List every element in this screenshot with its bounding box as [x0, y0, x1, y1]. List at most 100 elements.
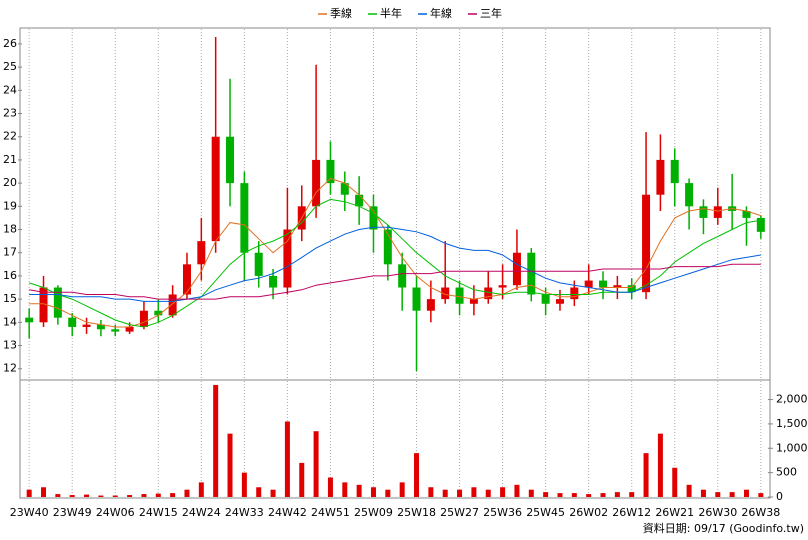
- volume-bar: [155, 493, 161, 497]
- volume-bar: [442, 489, 448, 497]
- y-tick-label: 12: [3, 362, 17, 375]
- y-tick-label: 0: [776, 490, 783, 503]
- y-tick-label: 14: [3, 315, 17, 328]
- candle-body: [254, 252, 263, 276]
- y-tick-label: 21: [3, 153, 17, 166]
- ma-line: [29, 226, 761, 302]
- volume-bar: [528, 489, 534, 497]
- volume-bar: [55, 494, 61, 497]
- y-tick-label: 500: [776, 466, 797, 479]
- volume-bar: [471, 487, 477, 497]
- volume-bar: [198, 482, 204, 497]
- y-tick-label: 23: [3, 107, 17, 120]
- volume-bar: [170, 493, 176, 497]
- x-tick-label: 24W42: [268, 506, 307, 519]
- volume-bar: [184, 489, 190, 497]
- y-tick-label: 2,000: [776, 393, 808, 406]
- y-tick-label: 25: [3, 60, 17, 73]
- y-tick-label: 19: [3, 199, 17, 212]
- candle-body: [340, 183, 349, 195]
- candle-body: [498, 285, 507, 288]
- volume-bar: [213, 384, 219, 497]
- ma-line: [29, 263, 761, 300]
- volume-bar: [313, 431, 319, 497]
- volume-bar: [500, 487, 506, 497]
- y-tick-label: 13: [3, 339, 17, 352]
- candle-body: [154, 310, 163, 316]
- volume-bar: [299, 462, 305, 497]
- candle-body: [240, 183, 249, 253]
- candle-body: [541, 294, 550, 304]
- x-tick-label: 24W06: [96, 506, 135, 519]
- candle-body: [570, 287, 579, 300]
- volume-bar: [629, 492, 635, 497]
- x-tick-label: 26W12: [612, 506, 651, 519]
- candle-body: [412, 287, 421, 311]
- candle-body: [139, 310, 148, 327]
- candle-body: [469, 299, 478, 304]
- candle-body: [627, 285, 636, 293]
- x-tick-label: 24W51: [311, 506, 350, 519]
- volume-bar: [614, 492, 620, 497]
- x-tick-label: 25W27: [440, 506, 479, 519]
- volume-bar: [743, 489, 749, 497]
- candle-body: [656, 159, 665, 195]
- candle-body: [283, 229, 292, 288]
- volume-bar: [342, 482, 348, 497]
- legend-label: 三年: [480, 6, 502, 20]
- volume-bar: [715, 492, 721, 497]
- legend-label: 年線: [430, 6, 452, 20]
- volume-bar: [514, 484, 520, 497]
- volume-bar: [98, 495, 104, 497]
- volume-bar: [428, 487, 434, 497]
- volume-bar: [127, 495, 133, 497]
- volume-bar: [141, 494, 147, 497]
- candle-body: [713, 206, 722, 218]
- x-tick-label: 23W49: [53, 506, 92, 519]
- candle-body: [111, 329, 120, 332]
- candle-body: [685, 183, 694, 207]
- footer: 資料日期: 09/17 (Goodinfo.tw): [643, 521, 804, 535]
- candle-body: [398, 264, 407, 288]
- candle-body: [642, 194, 651, 293]
- volume-bar: [356, 484, 362, 497]
- candle-body: [484, 287, 493, 300]
- volume-bar: [112, 495, 118, 497]
- candle-body: [68, 317, 77, 327]
- x-tick-label: 24W15: [139, 506, 178, 519]
- candle-body: [455, 287, 464, 304]
- candle-body: [756, 217, 765, 232]
- candle-body: [426, 299, 435, 311]
- volume-bar: [758, 493, 764, 497]
- candle-body: [699, 206, 708, 218]
- legend-label: 季線: [330, 6, 352, 20]
- x-tick-label: 24W24: [182, 506, 221, 519]
- x-tick-label: 26W02: [569, 506, 608, 519]
- volume-bar: [414, 453, 420, 497]
- candle-body: [53, 287, 62, 318]
- candle-body: [555, 299, 564, 304]
- x-tick-label: 25W36: [483, 506, 522, 519]
- volume-bar: [227, 433, 233, 497]
- candle-body: [613, 285, 622, 288]
- candle-body: [197, 241, 206, 265]
- x-tick-label: 23W40: [10, 506, 49, 519]
- volume-bar: [485, 489, 491, 497]
- volume-bar: [643, 453, 649, 497]
- candle-body: [441, 287, 450, 300]
- volume-bar: [571, 493, 577, 497]
- volume-bar: [284, 421, 290, 497]
- y-tick-label: 24: [3, 83, 17, 96]
- candle-body: [269, 275, 278, 288]
- x-tick-label: 26W30: [698, 506, 737, 519]
- volume-bar: [686, 484, 692, 497]
- y-tick-label: 20: [3, 176, 17, 189]
- x-tick-label: 26W21: [655, 506, 694, 519]
- x-tick-label: 25W45: [526, 506, 565, 519]
- candle-body: [599, 280, 608, 288]
- volume-bar: [370, 487, 376, 497]
- x-tick-label: 24W33: [225, 506, 264, 519]
- candle-body: [369, 206, 378, 230]
- volume-pane: [19, 379, 771, 499]
